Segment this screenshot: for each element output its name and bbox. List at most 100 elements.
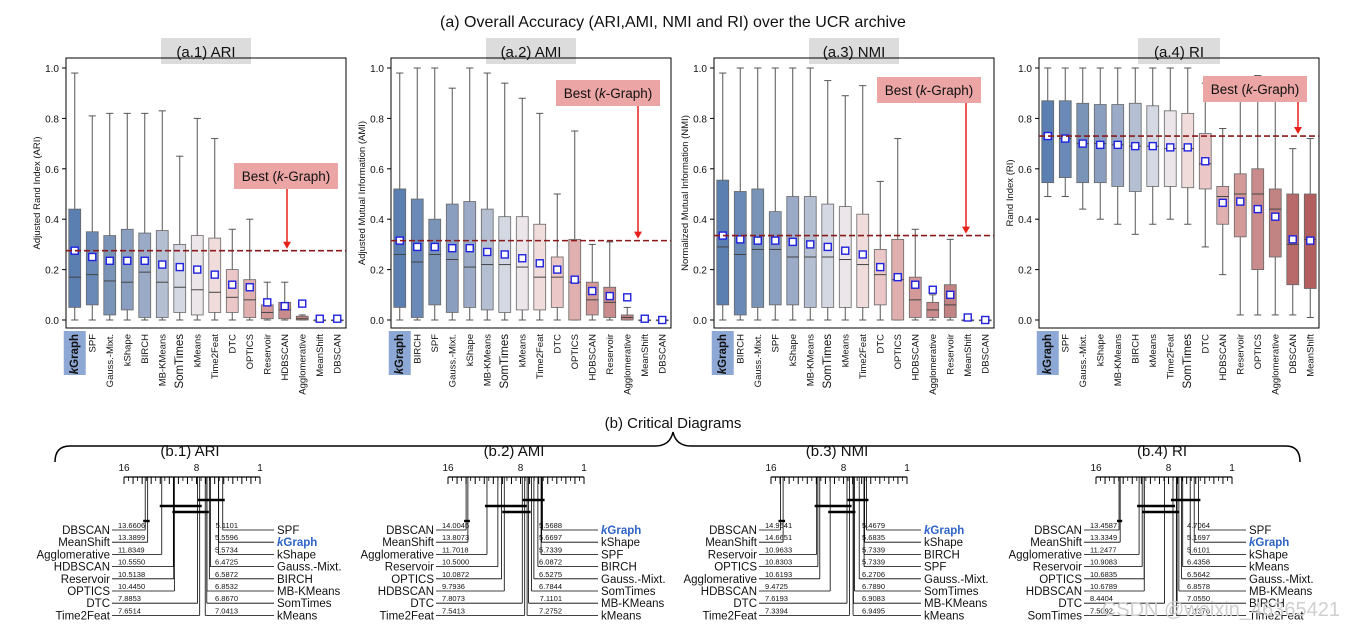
x-tick-label: Gauss.-Mixt. <box>1078 334 1089 387</box>
cd-method-right: kShape <box>601 537 640 549</box>
cd-method-right: kShape <box>924 537 963 549</box>
box-iqr <box>1041 100 1055 184</box>
y-tick-label: 0.2 <box>693 266 707 277</box>
box-kMeans <box>515 97 529 321</box>
cd-method-right: BIRCH <box>1249 598 1285 610</box>
boxplot-panel-a3: (a.3) NMI 0.0 0.2 0.4 0.6 0.8 1.0 Normalized Mu… <box>680 38 995 395</box>
cd-method-left: MeanShift <box>58 537 111 549</box>
cd-rank-value-right: 6.8670 <box>215 594 238 603</box>
cd-method-right: kMeans <box>924 610 965 622</box>
cd-axis-label: 1 <box>904 463 910 474</box>
cd-method-right: Time2Feat <box>1249 610 1304 622</box>
cd-method-left: Time2Feat <box>379 610 434 622</box>
cd-rank-value-left: 13.4587 <box>1090 521 1117 530</box>
cd-method-left: HDBSCAN <box>378 586 434 598</box>
cd-rank-value-right: 5.5734 <box>215 545 238 554</box>
x-tick-label: Time2Feat <box>1165 334 1176 379</box>
box-BIRCH <box>733 67 747 321</box>
cd-method-left: DBSCAN <box>709 525 757 537</box>
box-iqr <box>138 232 152 318</box>
cd-rank-value-left: 7.6193 <box>765 594 788 603</box>
x-tick-label: Reservoir <box>1235 334 1246 375</box>
x-tick-label: DTC <box>227 334 238 354</box>
cd-method-right: Gauss.-Mixt. <box>601 574 666 586</box>
x-tick-label-kgraph: kGraph <box>394 334 406 374</box>
box-SomTimes <box>821 80 835 321</box>
box-kGraph <box>68 72 82 321</box>
mean-marker <box>430 242 439 252</box>
mean-marker <box>298 299 307 308</box>
x-tick-label: HDBSCAN <box>1218 334 1229 381</box>
box-SPF <box>768 67 782 321</box>
y-tick-label: 0.4 <box>1018 215 1032 226</box>
box-SPF <box>428 67 442 321</box>
box-BIRCH <box>138 112 152 321</box>
cd-rank-value-left: 10.6789 <box>1090 582 1117 591</box>
box-iqr <box>856 213 870 308</box>
cd-method-right: kShape <box>277 549 316 561</box>
mean-marker <box>263 298 272 307</box>
critical-diagram-b3: (b.3) NMI 16 8 1 DBSCAN 14.9541 MeanShift 14.66… <box>683 443 988 622</box>
mean-marker <box>1271 212 1280 221</box>
x-tick-label: DBSCAN <box>657 334 668 374</box>
box-iqr <box>260 304 274 320</box>
y-tick-label: 0.8 <box>1018 114 1032 125</box>
x-tick-label: MeanShift <box>963 334 974 377</box>
best-label-box <box>1203 76 1307 102</box>
x-tick-label: MB-KMeans <box>482 334 493 387</box>
cd-method-right: SomTimes <box>924 586 979 598</box>
cd-rank-value-left: 10.5138 <box>118 570 145 579</box>
x-tick-label-kgraph: kGraph <box>69 334 81 374</box>
box-BIRCH <box>1128 67 1142 235</box>
boxplot-panel-a4: (a.4) RI 0.0 0.2 0.4 0.6 0.8 1.0 Rand Index (RI… <box>1005 38 1320 395</box>
box-SomTimes <box>498 82 512 321</box>
box-iqr <box>243 279 257 318</box>
mean-marker <box>210 270 219 279</box>
x-tick-label: Gauss.-Mixt. <box>447 334 458 387</box>
y-tick-label: 0.4 <box>693 215 707 226</box>
box-Agglomerative <box>926 285 940 321</box>
box-SPF <box>1058 67 1072 198</box>
box-iqr <box>733 191 747 316</box>
best-label-text: Best (k-Graph) <box>1211 82 1300 97</box>
cd-method-left: Reservoir <box>385 562 434 574</box>
mean-marker <box>963 313 972 322</box>
cd-rank-value-left: 10.6835 <box>1090 570 1117 579</box>
box-MeanShift <box>961 313 975 322</box>
mean-marker <box>140 256 149 265</box>
cd-rank-value-right: 7.2752 <box>539 606 562 615</box>
cd-rank-value-left: 13.8073 <box>442 533 469 542</box>
box-kShape <box>1093 67 1107 220</box>
x-tick-label: kMeans <box>192 334 203 368</box>
cd-method-right: Gauss.-Mixt. <box>1249 574 1314 586</box>
cd-method-right: BIRCH <box>924 549 960 561</box>
y-axis-label: Adjusted Rand Index (ARI) <box>32 136 43 249</box>
figure-title-b: (b) Critical Diagrams <box>605 415 742 432</box>
y-tick-label: 0.8 <box>370 114 384 125</box>
cd-title: (b.4) RI <box>1137 443 1187 460</box>
y-tick-label: 0.4 <box>45 215 59 226</box>
box-iqr <box>1268 188 1282 258</box>
cd-rank-value-right: 6.2706 <box>862 570 885 579</box>
mean-marker <box>736 235 745 244</box>
watermark: CSDN @weixin_46365421 <box>1102 599 1340 621</box>
x-tick-label: SomTimes <box>174 334 186 389</box>
x-tick-label: MB-KMeans <box>157 334 168 387</box>
cd-method-right: BIRCH <box>277 574 313 586</box>
panel-title: (a.2) AMI <box>501 44 562 61</box>
plot-frame <box>390 57 672 329</box>
box-kMeans <box>1146 67 1160 225</box>
best-label-box <box>556 80 660 106</box>
mean-marker <box>605 291 614 301</box>
cd-rank-value-right: 5.5688 <box>539 521 562 530</box>
cd-title: (b.3) NMI <box>806 443 869 460</box>
cd-method-right: MB-KMeans <box>1249 586 1313 598</box>
cd-method-right: kMeans <box>277 610 318 622</box>
cd-axis-label: 16 <box>1090 463 1102 474</box>
mean-marker <box>1148 141 1157 151</box>
mean-marker <box>1183 143 1192 152</box>
box-Reservoir <box>943 238 957 321</box>
kgraph-label-highlight <box>388 331 411 375</box>
x-tick-label: kMeans <box>1148 334 1159 368</box>
box-iqr <box>1251 168 1265 271</box>
